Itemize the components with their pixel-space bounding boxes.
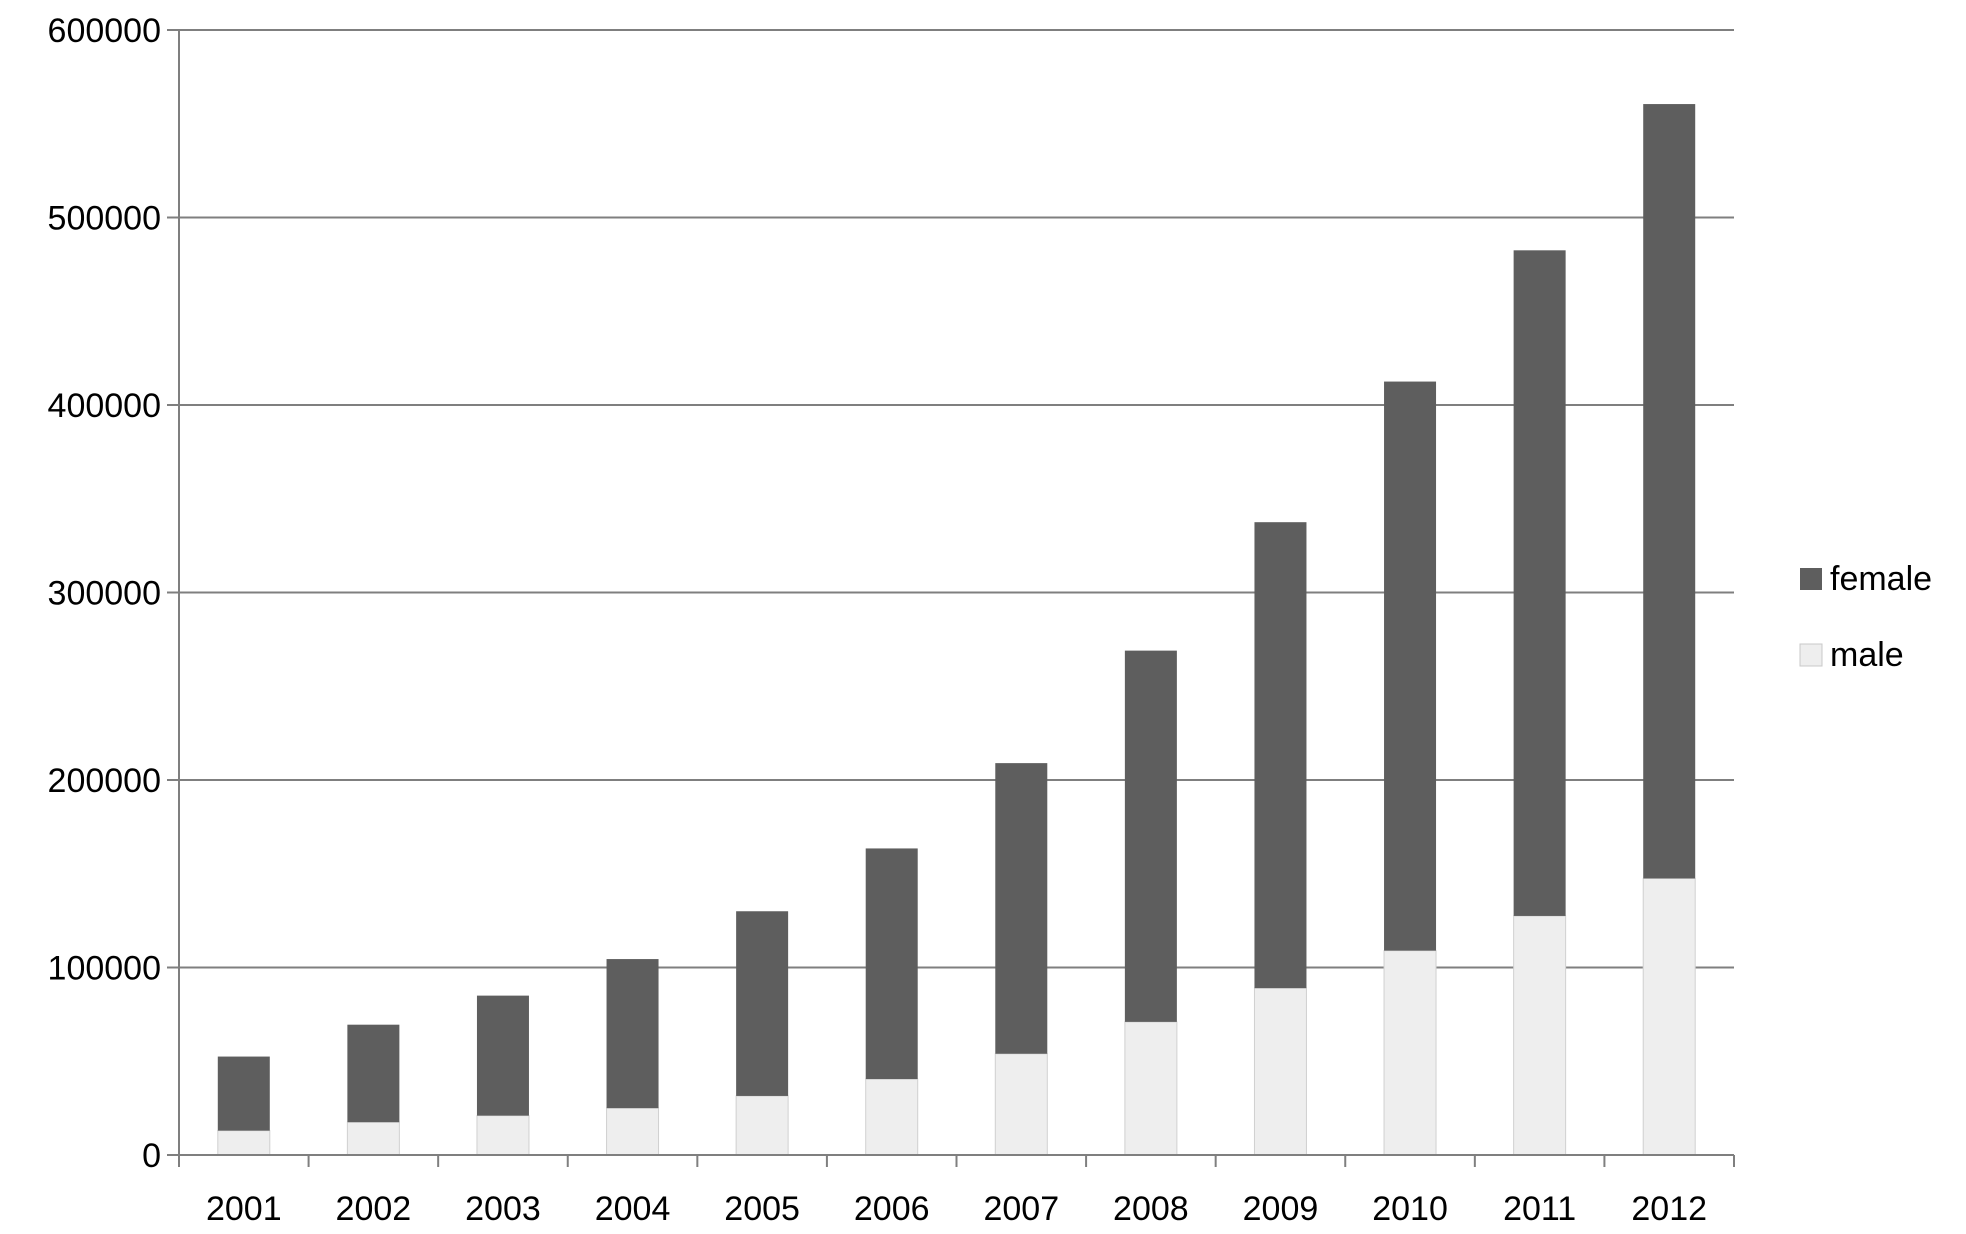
bar-male-2008 — [1124, 1021, 1178, 1156]
bar-female-2010 — [1384, 381, 1437, 951]
bar-male-2003 — [476, 1115, 530, 1156]
x-tick-label: 2009 — [1243, 1190, 1319, 1228]
x-tick-labels: 2001 2002 2003 2004 2005 2006 2007 2008 2009 2010… — [206, 1190, 1707, 1228]
bar-male-2006 — [865, 1078, 919, 1156]
bar-female-2008 — [1124, 650, 1177, 1022]
bar-male-2004 — [606, 1107, 660, 1156]
y-tick-label: 400000 — [48, 387, 161, 425]
x-tick-label: 2011 — [1503, 1190, 1576, 1228]
x-tick-label: 2002 — [336, 1190, 412, 1228]
y-tick-label: 600000 — [48, 12, 161, 50]
bar-female-2006 — [865, 848, 918, 1080]
x-tick-label: 2012 — [1631, 1190, 1707, 1228]
legend-swatch-female — [1800, 568, 1822, 590]
legend: female male — [1799, 560, 1932, 674]
x-tick-label: 2003 — [465, 1190, 541, 1228]
y-tick-label: 300000 — [48, 575, 161, 613]
bar-female-2007 — [995, 763, 1048, 1054]
bar-male-2002 — [346, 1121, 400, 1156]
bar-male-2010 — [1383, 950, 1437, 1156]
y-tick-label: 100000 — [48, 950, 161, 988]
x-tick-label: 2010 — [1372, 1190, 1448, 1228]
bar-male-2005 — [735, 1095, 789, 1156]
x-tick-label: 2008 — [1113, 1190, 1189, 1228]
axes — [167, 29, 1735, 1167]
bar-male-2001 — [217, 1130, 271, 1156]
bar-female-2005 — [736, 911, 789, 1096]
x-tick-label: 2005 — [724, 1190, 800, 1228]
bar-male-2009 — [1253, 987, 1307, 1156]
legend-label-male: male — [1830, 636, 1904, 674]
x-tick-label: 2007 — [983, 1190, 1059, 1228]
bar-female-2011 — [1513, 250, 1566, 916]
legend-swatch-male — [1799, 643, 1823, 667]
x-tick-label: 2006 — [854, 1190, 930, 1228]
gridlines — [179, 29, 1734, 969]
y-tick-label: 200000 — [48, 762, 161, 800]
bar-female-2004 — [606, 959, 659, 1109]
y-tick-labels: 0 100000 200000 300000 400000 500000 600000 — [48, 12, 161, 1175]
y-tick-label: 0 — [142, 1137, 161, 1175]
bar-female-2009 — [1254, 522, 1307, 989]
bar-female-2001 — [217, 1056, 270, 1131]
bar-female-2003 — [476, 995, 529, 1116]
bar-female-2002 — [347, 1024, 400, 1123]
bar-female-2012 — [1643, 104, 1696, 879]
bars — [217, 104, 1696, 1156]
bar-male-2012 — [1642, 877, 1696, 1156]
bar-male-2007 — [994, 1053, 1048, 1156]
y-tick-label: 500000 — [48, 200, 161, 238]
x-tick-label: 2004 — [595, 1190, 671, 1228]
x-tick-label: 2001 — [206, 1190, 282, 1228]
legend-label-female: female — [1830, 560, 1932, 598]
bar-male-2011 — [1513, 915, 1567, 1156]
